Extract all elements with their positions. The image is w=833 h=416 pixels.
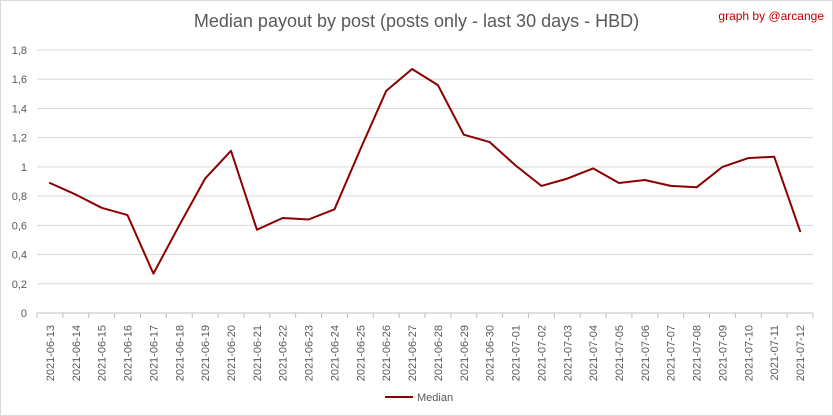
x-tick-label: 2021-07-10 <box>743 325 755 381</box>
x-tick-label: 2021-06-17 <box>148 325 160 381</box>
y-tick-label: 1,2 <box>12 133 27 145</box>
credit-text: graph by @arcange <box>718 9 824 23</box>
y-tick-label: 0 <box>21 308 27 320</box>
x-tick-label: 2021-06-26 <box>381 325 393 381</box>
x-tick-label: 2021-07-01 <box>511 325 523 381</box>
x-tick-label: 2021-06-27 <box>407 325 419 381</box>
y-tick-label: 1,8 <box>12 45 27 57</box>
x-tick-label: 2021-07-08 <box>692 325 704 381</box>
y-tick-label: 0,4 <box>12 250 27 262</box>
x-tick-label: 2021-06-29 <box>459 325 471 381</box>
y-tick-label: 0,8 <box>12 191 27 203</box>
x-tick-label: 2021-07-03 <box>562 325 574 381</box>
series-line-median <box>48 68 802 275</box>
y-tick-label: 1,6 <box>12 74 27 86</box>
y-tick-label: 0,2 <box>12 279 27 291</box>
x-tick-label: 2021-07-06 <box>640 325 652 381</box>
x-tick-label: 2021-06-14 <box>71 325 83 381</box>
x-tick-label: 2021-06-25 <box>355 325 367 381</box>
x-tick-label: 2021-07-11 <box>769 325 781 380</box>
chart-title: Median payout by post (posts only - last… <box>193 11 640 31</box>
x-tick-label: 2021-07-04 <box>588 325 600 381</box>
y-tick-label: 0,6 <box>12 220 27 232</box>
x-tick-label: 2021-07-05 <box>614 325 626 381</box>
x-tick-label: 2021-06-24 <box>329 325 341 381</box>
x-tick-label: 2021-06-15 <box>97 325 109 381</box>
x-tick-label: 2021-06-18 <box>174 325 186 381</box>
x-tick-label: 2021-07-07 <box>666 325 678 381</box>
x-tick-label: 2021-07-12 <box>795 325 807 381</box>
x-tick-label: 2021-06-30 <box>485 325 497 381</box>
x-tick-label: 2021-06-20 <box>226 325 238 381</box>
x-tick-label: 2021-07-02 <box>536 325 548 381</box>
x-tick-label: 2021-06-19 <box>200 325 212 381</box>
x-tick-label: 2021-06-16 <box>123 325 135 381</box>
y-tick-label: 1,4 <box>12 103 27 115</box>
x-tick-label: 2021-06-28 <box>433 325 445 381</box>
legend-label: Median <box>417 392 453 404</box>
x-tick-label: 2021-06-22 <box>278 325 290 381</box>
y-tick-label: 1 <box>21 162 27 174</box>
x-tick-label: 2021-06-23 <box>304 325 316 381</box>
x-tick-label: 2021-06-13 <box>45 325 57 381</box>
x-tick-label: 2021-07-09 <box>717 325 729 381</box>
x-tick-label: 2021-06-21 <box>252 325 264 381</box>
